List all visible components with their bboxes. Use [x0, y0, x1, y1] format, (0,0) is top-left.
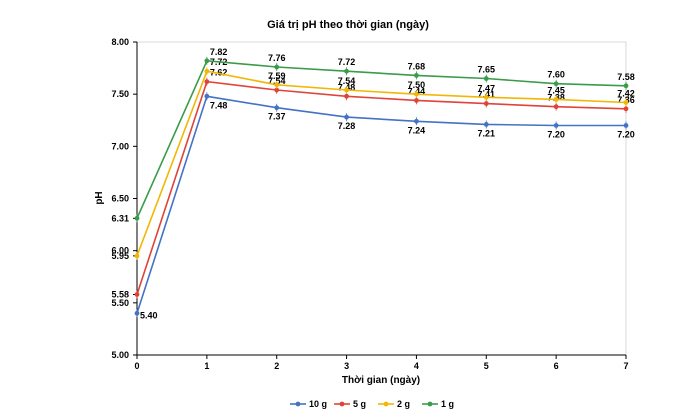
y-axis-ticks: 5.00 5.50 6.00 6.50 7.00 7.50 8.00 5.58 5.95 6.31	[111, 37, 137, 360]
y-tick-label: 5.58	[111, 289, 129, 299]
data-point	[414, 91, 419, 97]
x-tick-label: 1	[204, 361, 209, 371]
data-label: 7.58	[617, 72, 635, 82]
data-point	[204, 58, 210, 64]
data-label: 7.82	[210, 47, 228, 57]
data-point	[344, 87, 349, 93]
x-tick-label: 5	[484, 361, 489, 371]
data-point	[344, 93, 349, 99]
legend-label: 1 g	[441, 399, 454, 409]
data-point	[344, 68, 349, 74]
data-label: 7.50	[408, 80, 426, 90]
data-label: 7.24	[408, 125, 426, 135]
data-point	[134, 215, 140, 221]
data-label: 7.37	[268, 112, 286, 122]
series-line-1g	[136, 59, 627, 219]
data-point	[414, 98, 419, 103]
data-point	[623, 83, 629, 89]
y-tick-label: 6.31	[111, 213, 129, 223]
data-label: 7.60	[547, 70, 565, 80]
data-label: 7.68	[408, 61, 426, 71]
legend-label: 10 g	[309, 399, 327, 409]
series-line-5g	[136, 80, 627, 295]
series-1g: 7.82 7.76 7.72 7.68 7.65 7.60 7.58	[134, 47, 635, 223]
data-label: 7.28	[338, 121, 356, 131]
series-line-10g	[136, 95, 626, 314]
data-point	[134, 253, 140, 259]
data-point	[623, 100, 629, 105]
data-point	[344, 114, 349, 120]
y-tick-label: 5.00	[111, 350, 129, 360]
x-tick-label: 3	[344, 361, 349, 371]
data-point	[483, 101, 489, 106]
data-label: 7.42	[617, 89, 635, 99]
y-tick-label: 6.00	[111, 246, 129, 256]
y-axis-title: pH	[94, 191, 105, 204]
y-tick-label: 7.50	[111, 89, 129, 99]
data-label: 7.76	[268, 53, 286, 63]
x-tick-label: 7	[623, 361, 628, 371]
data-point	[274, 87, 280, 93]
data-label: 7.20	[617, 129, 635, 139]
legend-swatch-marker	[427, 401, 433, 407]
data-point	[483, 94, 489, 100]
data-point	[553, 123, 559, 128]
x-axis-ticks: 0 1 2 3 4 5 6 7	[134, 355, 629, 371]
y-tick-label: 6.50	[111, 194, 129, 204]
data-point	[483, 76, 489, 81]
legend-swatch-marker	[295, 401, 301, 407]
data-point	[134, 292, 140, 297]
chart-title: Giá trị pH theo thời gian (ngày)	[267, 19, 429, 31]
data-point	[553, 96, 559, 102]
data-label: 5.40	[140, 310, 158, 320]
x-tick-label: 6	[554, 361, 559, 371]
legend-label: 5 g	[353, 399, 366, 409]
data-point	[623, 106, 629, 112]
data-label: 7.20	[547, 129, 565, 139]
data-label: 7.47	[478, 83, 496, 93]
data-point	[204, 93, 210, 99]
x-tick-label: 4	[414, 361, 419, 371]
data-point	[274, 64, 280, 70]
legend-label: 2 g	[397, 399, 410, 409]
data-point	[553, 81, 559, 87]
series-10g: 5.40 7.48 7.37 7.28 7.24 7.21 7.20 7.20	[134, 92, 635, 320]
x-axis-title: Thời gian (ngày)	[342, 375, 420, 386]
series-2g: 7.72 7.59 7.54 7.50 7.47 7.45 7.42	[134, 57, 635, 260]
data-point	[274, 82, 280, 88]
legend: 10 g 5 g 2 g 1 g	[290, 399, 454, 409]
data-label: 7.62	[210, 68, 228, 78]
data-point	[414, 118, 419, 124]
data-point	[553, 104, 559, 110]
data-point	[414, 72, 419, 78]
data-label: 7.54	[338, 76, 356, 86]
y-tick-label: 5.50	[111, 298, 129, 308]
data-point	[204, 79, 210, 85]
legend-swatch-marker	[383, 401, 389, 407]
data-point	[134, 310, 140, 316]
series-layer: 5.40 7.48 7.37 7.28 7.24 7.21 7.20 7.20 7.62 7.54…	[134, 47, 635, 320]
y-tick-label: 8.00	[111, 37, 129, 47]
y-tick-label: 7.00	[111, 141, 129, 151]
legend-swatch-marker	[339, 401, 345, 407]
data-label: 7.48	[210, 100, 228, 110]
series-line-2g	[136, 70, 627, 257]
data-point	[623, 123, 629, 128]
data-label: 7.45	[547, 85, 565, 95]
data-point	[274, 105, 280, 111]
data-label: 7.65	[478, 65, 496, 75]
data-point	[204, 68, 210, 74]
data-label: 7.59	[268, 71, 286, 81]
x-tick-label: 0	[134, 361, 139, 371]
data-point	[483, 122, 489, 127]
x-tick-label: 2	[274, 361, 279, 371]
data-label: 7.72	[338, 57, 356, 67]
data-label: 7.21	[478, 128, 496, 138]
y-tick-label: 5.95	[111, 251, 129, 261]
